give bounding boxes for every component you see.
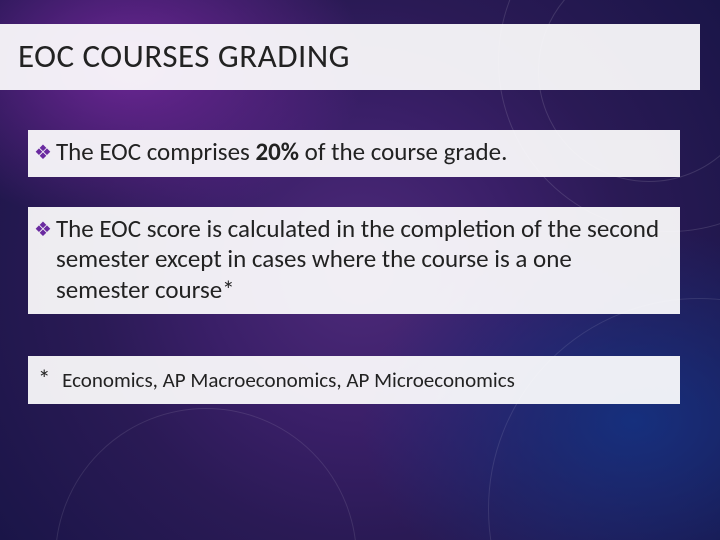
bullet-text: The EOC comprises 20% of the course grad… xyxy=(56,137,668,168)
bullet-text: The EOC score is calculated in the compl… xyxy=(56,214,668,306)
diamond-bullet-icon: ❖ xyxy=(34,141,52,165)
footnote-text: Economics, AP Macroeconomics, AP Microec… xyxy=(62,367,515,393)
diamond-bullet-icon: ❖ xyxy=(34,218,52,242)
bullet-bold: 20% xyxy=(255,136,299,167)
bullet-item: ❖ The EOC comprises 20% of the course gr… xyxy=(28,130,680,177)
bullet-post: of the course grade. xyxy=(299,136,507,167)
body-content: ❖ The EOC comprises 20% of the course gr… xyxy=(28,130,680,404)
slide: EOC COURSES GRADING ❖ The EOC comprises … xyxy=(0,0,720,540)
footnote: * Economics, AP Macroeconomics, AP Micro… xyxy=(28,356,680,404)
footnote-star: * xyxy=(38,364,50,394)
bullet-pre: The EOC comprises xyxy=(56,136,256,167)
page-title: EOC COURSES GRADING xyxy=(18,36,682,76)
bullet-pre: The EOC score is calculated in the compl… xyxy=(56,213,659,305)
title-panel: EOC COURSES GRADING xyxy=(0,24,700,90)
bullet-item: ❖ The EOC score is calculated in the com… xyxy=(28,207,680,315)
